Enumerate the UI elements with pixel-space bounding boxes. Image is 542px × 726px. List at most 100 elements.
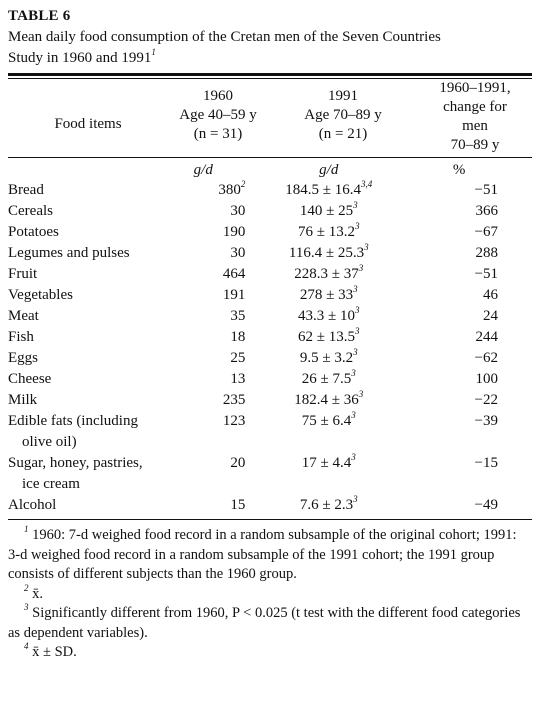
value-change: 366 <box>475 203 499 219</box>
header-1991-year: 1991 <box>328 88 358 104</box>
header-row: Food items 1960 Age 40–59 y (n = 31) 199… <box>8 79 532 155</box>
value-1991: 184.5 ± 16.43,4 <box>261 180 396 201</box>
food-item-cell: Vegetables <box>8 285 155 306</box>
header-food-items: Food items <box>54 115 122 132</box>
header-1960-n: (n = 31) <box>193 126 243 142</box>
value-1960-text: 123 <box>222 413 246 429</box>
value-1991: 7.6 ± 2.33 <box>261 495 396 516</box>
value-1960: 123 <box>155 411 261 453</box>
table-row: Meat 35 43.3 ± 103 24 <box>8 306 532 327</box>
value-1991-ref: 3 <box>355 221 360 231</box>
units-row: g/d g/d % <box>8 158 532 180</box>
food-item-cell: Meat <box>8 306 155 327</box>
food-item-cell: Fish <box>8 327 155 348</box>
value-1960: 15 <box>155 495 261 516</box>
header-change-line-1: 1960–1991, <box>439 80 511 96</box>
table-row: Milk 235 182.4 ± 363 −22 <box>8 390 532 411</box>
food-item-name: Potatoes <box>8 224 59 240</box>
food-item-name: Eggs <box>8 350 38 366</box>
food-item-name: Meat <box>8 308 39 324</box>
value-1991-ref: 3 <box>353 200 358 210</box>
value-1991-ref: 3 <box>355 326 360 336</box>
food-item-cell: Alcohol <box>8 495 155 516</box>
table-row: Cheese 13 26 ± 7.53 100 <box>8 369 532 390</box>
table-row: Sugar, honey, pastries, ice cream 20 17 ± 4… <box>8 453 532 495</box>
value-1960-text: 25 <box>230 350 246 366</box>
food-item-name: Bread <box>8 182 44 198</box>
food-item-name: Milk <box>8 392 38 408</box>
footnote: 1 1960: 7-d weighed food record in a ran… <box>8 524 517 582</box>
value-1991-text: 7.6 ± 2.3 <box>299 497 354 513</box>
value-1960-text: 464 <box>222 266 246 282</box>
value-1960: 30 <box>155 243 261 264</box>
value-1991-text: 140 ± 25 <box>299 203 354 219</box>
food-item-name-cont: ice cream <box>22 476 80 492</box>
table-row: Bread 3802 184.5 ± 16.43,4 −51 <box>8 180 532 201</box>
food-item-name: Alcohol <box>8 497 57 513</box>
value-1991-ref: 3 <box>358 263 364 273</box>
value-1991-ref: 3 <box>364 242 369 252</box>
value-1991-text: 228.3 ± 37 <box>294 266 359 282</box>
value-1991-text: 43.3 ± 10 <box>298 308 355 324</box>
food-item-name: Fruit <box>8 266 38 282</box>
footnote-text: 1960: 7-d weighed food record in a rando… <box>8 527 517 582</box>
value-1960: 13 <box>155 369 261 390</box>
value-change: −49 <box>474 497 498 513</box>
food-item-name: Sugar, honey, pastries, <box>8 455 143 471</box>
food-item-cell: Legumes and pulses <box>8 243 155 264</box>
value-1960-text: 235 <box>222 392 246 408</box>
table-row: Alcohol 15 7.6 ± 2.33 −49 <box>8 495 532 516</box>
food-item-name: Cereals <box>8 203 53 219</box>
value-1960-text: 380 <box>218 182 241 198</box>
value-change: −51 <box>474 266 498 282</box>
header-change-line-2: change for <box>443 99 507 115</box>
value-1991: 75 ± 6.43 <box>261 411 396 453</box>
value-1991: 26 ± 7.53 <box>261 369 396 390</box>
table-row: Legumes and pulses 30 116.4 ± 25.33 288 <box>8 243 532 264</box>
value-1991: 43.3 ± 103 <box>261 306 396 327</box>
header-change: 1960–1991, change for men 70–89 y <box>418 79 532 155</box>
value-1991: 62 ± 13.53 <box>261 327 396 348</box>
food-item-cell: Milk <box>8 390 155 411</box>
value-1960: 30 <box>155 201 261 222</box>
food-item-cell: Eggs <box>8 348 155 369</box>
value-1960: 35 <box>155 306 261 327</box>
food-item-cell: Fruit <box>8 264 155 285</box>
header-1991-n: (n = 21) <box>318 126 368 142</box>
value-1960-text: 13 <box>230 371 246 387</box>
value-change: −39 <box>474 413 498 429</box>
value-1991-ref: 3 <box>351 368 356 378</box>
value-change: 46 <box>483 287 498 303</box>
food-item-cell: Sugar, honey, pastries, ice cream <box>8 453 155 495</box>
value-1960: 190 <box>155 222 261 243</box>
value-change: −15 <box>474 455 498 471</box>
table-row: Cereals 30 140 ± 253 366 <box>8 201 532 222</box>
table-row: Fruit 464 228.3 ± 373 −51 <box>8 264 532 285</box>
value-1991-ref: 3 <box>351 410 356 420</box>
food-item-cell: Potatoes <box>8 222 155 243</box>
value-change: 24 <box>483 308 498 324</box>
food-consumption-table: Food items 1960 Age 40–59 y (n = 31) 199… <box>8 79 532 155</box>
food-item-name: Cheese <box>8 371 52 387</box>
top-rule-thin <box>8 78 532 79</box>
value-1991-ref: 3 <box>351 452 356 462</box>
header-1960: 1960 Age 40–59 y (n = 31) <box>168 79 268 155</box>
value-1991-text: 26 ± 7.5 <box>301 371 352 387</box>
value-1991-ref: 3 <box>353 284 358 294</box>
value-change: −67 <box>474 224 498 240</box>
value-1991-text: 17 ± 4.4 <box>301 455 352 471</box>
table-row: Potatoes 190 76 ± 13.23 −67 <box>8 222 532 243</box>
footnote-text: x̄. <box>32 585 43 602</box>
food-item-name: Edible fats (including <box>8 413 138 429</box>
table-row: Edible fats (including olive oil) 123 75 ± … <box>8 411 532 453</box>
value-1991-ref: 3,4 <box>361 179 373 189</box>
bottom-rule <box>8 519 532 520</box>
food-item-name: Vegetables <box>8 287 73 303</box>
table-row: Vegetables 191 278 ± 333 46 <box>8 285 532 306</box>
value-1960: 20 <box>155 453 261 495</box>
table-body: g/d g/d % Bread 3802 184.5 ± 16.43,4 −51 Cer… <box>8 158 532 516</box>
footnote: 4 x̄ ± SD. <box>24 641 77 660</box>
value-change: 100 <box>475 371 499 387</box>
value-1991: 9.5 ± 3.23 <box>261 348 396 369</box>
footnote-text: x̄ ± SD. <box>32 644 77 660</box>
